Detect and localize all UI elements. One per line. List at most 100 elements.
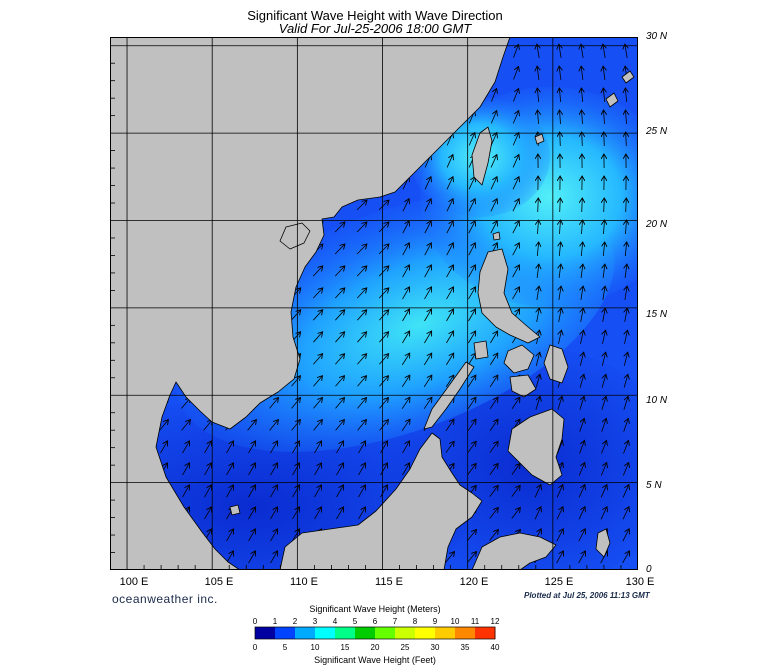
wave-direction-arrow [623, 418, 629, 432]
lat-label: 15 N [646, 309, 668, 320]
wave-direction-arrow [357, 398, 367, 409]
wave-direction-arrow [182, 441, 190, 454]
wave-direction-arrow [357, 420, 367, 431]
legend-tick-meters: 5 [353, 617, 358, 626]
wave-direction-arrow [446, 287, 454, 300]
wave-direction-arrow [270, 441, 278, 454]
wave-direction-arrow [513, 67, 519, 80]
wave-direction-arrow [489, 353, 497, 366]
legend-tick-feet: 35 [461, 643, 470, 652]
land-small-islands [229, 133, 545, 516]
wave-direction-arrow [424, 243, 432, 256]
wave-direction-arrow [291, 420, 301, 431]
wave-direction-arrow [582, 198, 583, 213]
legend-swatch [315, 627, 336, 639]
wave-direction-arrow [582, 132, 583, 147]
wave-direction-arrow [270, 507, 278, 520]
wave-direction-arrow [559, 66, 561, 80]
wave-direction-arrow [512, 243, 520, 256]
wave-direction-arrow [625, 264, 627, 278]
wave-direction-arrow [559, 286, 561, 300]
wave-direction-arrow [313, 310, 322, 321]
wave-direction-arrow [513, 89, 518, 102]
wave-direction-arrow [468, 133, 475, 146]
wave-direction-arrow [622, 485, 629, 498]
wave-direction-arrow [468, 287, 476, 300]
wave-direction-arrow [557, 396, 562, 410]
wave-direction-arrow [313, 398, 323, 409]
wave-direction-arrow [581, 88, 582, 103]
legend-tick-meters: 6 [373, 617, 378, 626]
wave-direction-arrow [402, 243, 410, 256]
wave-direction-arrow [424, 309, 432, 322]
wave-direction-arrow [379, 310, 388, 321]
wave-direction-arrow [291, 398, 301, 409]
wave-direction-arrow [401, 419, 410, 432]
wave-direction-arrow [204, 441, 212, 454]
legend-tick-meters: 12 [491, 617, 500, 626]
wave-direction-arrow [292, 441, 300, 454]
wave-direction-arrow [314, 507, 322, 520]
lon-label: 130 E [625, 576, 655, 588]
wave-direction-arrow [512, 287, 520, 300]
wave-direction-arrow [603, 242, 604, 257]
wave-direction-arrow [579, 418, 585, 432]
legend-title-feet: Significant Wave Height (Feet) [314, 655, 436, 665]
wave-direction-arrow [314, 463, 322, 476]
wave-direction-arrow [489, 441, 498, 453]
wave-direction-arrow [559, 242, 560, 257]
map-canvas [110, 37, 638, 570]
legend-tick-feet: 40 [491, 643, 500, 652]
wave-direction-arrow [556, 485, 563, 498]
legend-tick-meters: 2 [293, 617, 298, 626]
wave-direction-arrow [559, 44, 561, 58]
wave-direction-arrow [601, 396, 606, 410]
wave-direction-arrow [423, 375, 432, 388]
legend-tick-feet: 25 [401, 643, 410, 652]
legend-tick-meters: 10 [451, 617, 460, 626]
wave-direction-arrow [445, 375, 454, 388]
wave-direction-arrow [601, 441, 607, 454]
wave-direction-arrow [379, 354, 388, 365]
land-visayas [503, 344, 535, 374]
legend-swatch [335, 627, 356, 639]
wave-direction-arrow [182, 485, 190, 498]
wave-direction-arrow [622, 507, 629, 520]
wave-direction-arrow [511, 397, 520, 410]
wave-direction-arrow [559, 88, 560, 103]
wave-direction-arrow [581, 44, 583, 58]
wave-direction-arrow [467, 375, 476, 388]
plotted-timestamp: Plotted at Jul 25, 2006 11:13 GMT [524, 591, 650, 600]
wave-direction-arrow [512, 133, 519, 146]
legend-tick-meters: 9 [433, 617, 438, 626]
wave-direction-arrow [626, 110, 627, 125]
wave-direction-arrow [556, 529, 563, 542]
wave-direction-arrow [446, 177, 453, 190]
wave-direction-arrow [560, 110, 561, 125]
wave-direction-arrow [512, 111, 518, 124]
wave-direction-arrow [312, 288, 323, 299]
wave-direction-arrow [578, 507, 585, 520]
wave-direction-arrow [358, 485, 366, 498]
wave-direction-arrow [248, 463, 256, 476]
wave-direction-arrow [557, 441, 563, 454]
wave-direction-arrow [336, 441, 344, 454]
wave-direction-arrow [335, 398, 345, 409]
wave-direction-arrow [489, 463, 498, 475]
land-halmahera [595, 528, 611, 558]
wave-direction-arrow [536, 374, 540, 388]
wave-direction-arrow [248, 485, 256, 498]
wave-direction-arrow [380, 485, 388, 498]
wave-direction-arrow [424, 331, 431, 344]
wave-direction-arrow [445, 552, 455, 563]
wave-direction-arrow [467, 419, 476, 432]
wave-direction-arrow [424, 287, 432, 300]
wave-direction-arrow [468, 221, 475, 234]
wave-direction-arrow [446, 221, 453, 234]
wave-direction-arrow [622, 551, 630, 564]
wave-direction-arrow [512, 265, 520, 278]
wave-direction-arrow [579, 396, 584, 410]
wave-direction-arrow [291, 310, 300, 321]
wave-direction-arrow [402, 199, 409, 212]
wave-direction-arrow [226, 485, 234, 498]
